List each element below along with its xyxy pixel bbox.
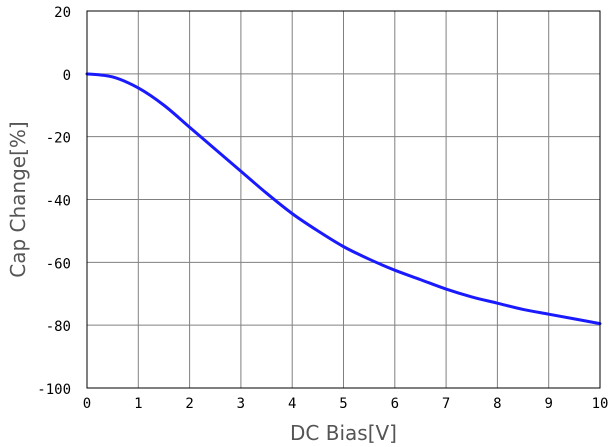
x-tick-label: 3	[237, 396, 245, 412]
y-tick-label: -100	[37, 382, 71, 398]
x-tick-label: 2	[185, 396, 193, 412]
series-layer	[85, 72, 602, 326]
series-line	[85, 72, 602, 326]
plot-area-border	[86, 10, 601, 389]
grid	[87, 11, 600, 388]
y-tick-label: -80	[46, 319, 71, 335]
x-axis-title: DC Bias[V]	[290, 421, 397, 445]
y-axis-title: Cap Change[%]	[6, 121, 30, 277]
x-tick-label: 0	[83, 396, 91, 412]
x-tick-label: 7	[442, 396, 450, 412]
y-tick-label: 20	[54, 5, 71, 21]
y-tick-labels: 20 0 -20 -40 -60 -80 -100	[37, 5, 71, 398]
x-tick-labels: 0 1 2 3 4 5 6 7 8 9 10	[83, 396, 609, 412]
x-tick-label: 8	[493, 396, 501, 412]
x-tick-label: 6	[391, 396, 399, 412]
x-tick-label: 9	[544, 396, 552, 412]
x-tick-label: 4	[288, 396, 296, 412]
x-tick-label: 1	[134, 396, 142, 412]
y-tick-label: -20	[46, 131, 71, 147]
y-tick-label: 0	[63, 68, 71, 84]
x-tick-label: 5	[339, 396, 347, 412]
x-tick-label: 10	[592, 396, 609, 412]
y-tick-label: -40	[46, 194, 71, 210]
y-tick-label: -60	[46, 256, 71, 272]
